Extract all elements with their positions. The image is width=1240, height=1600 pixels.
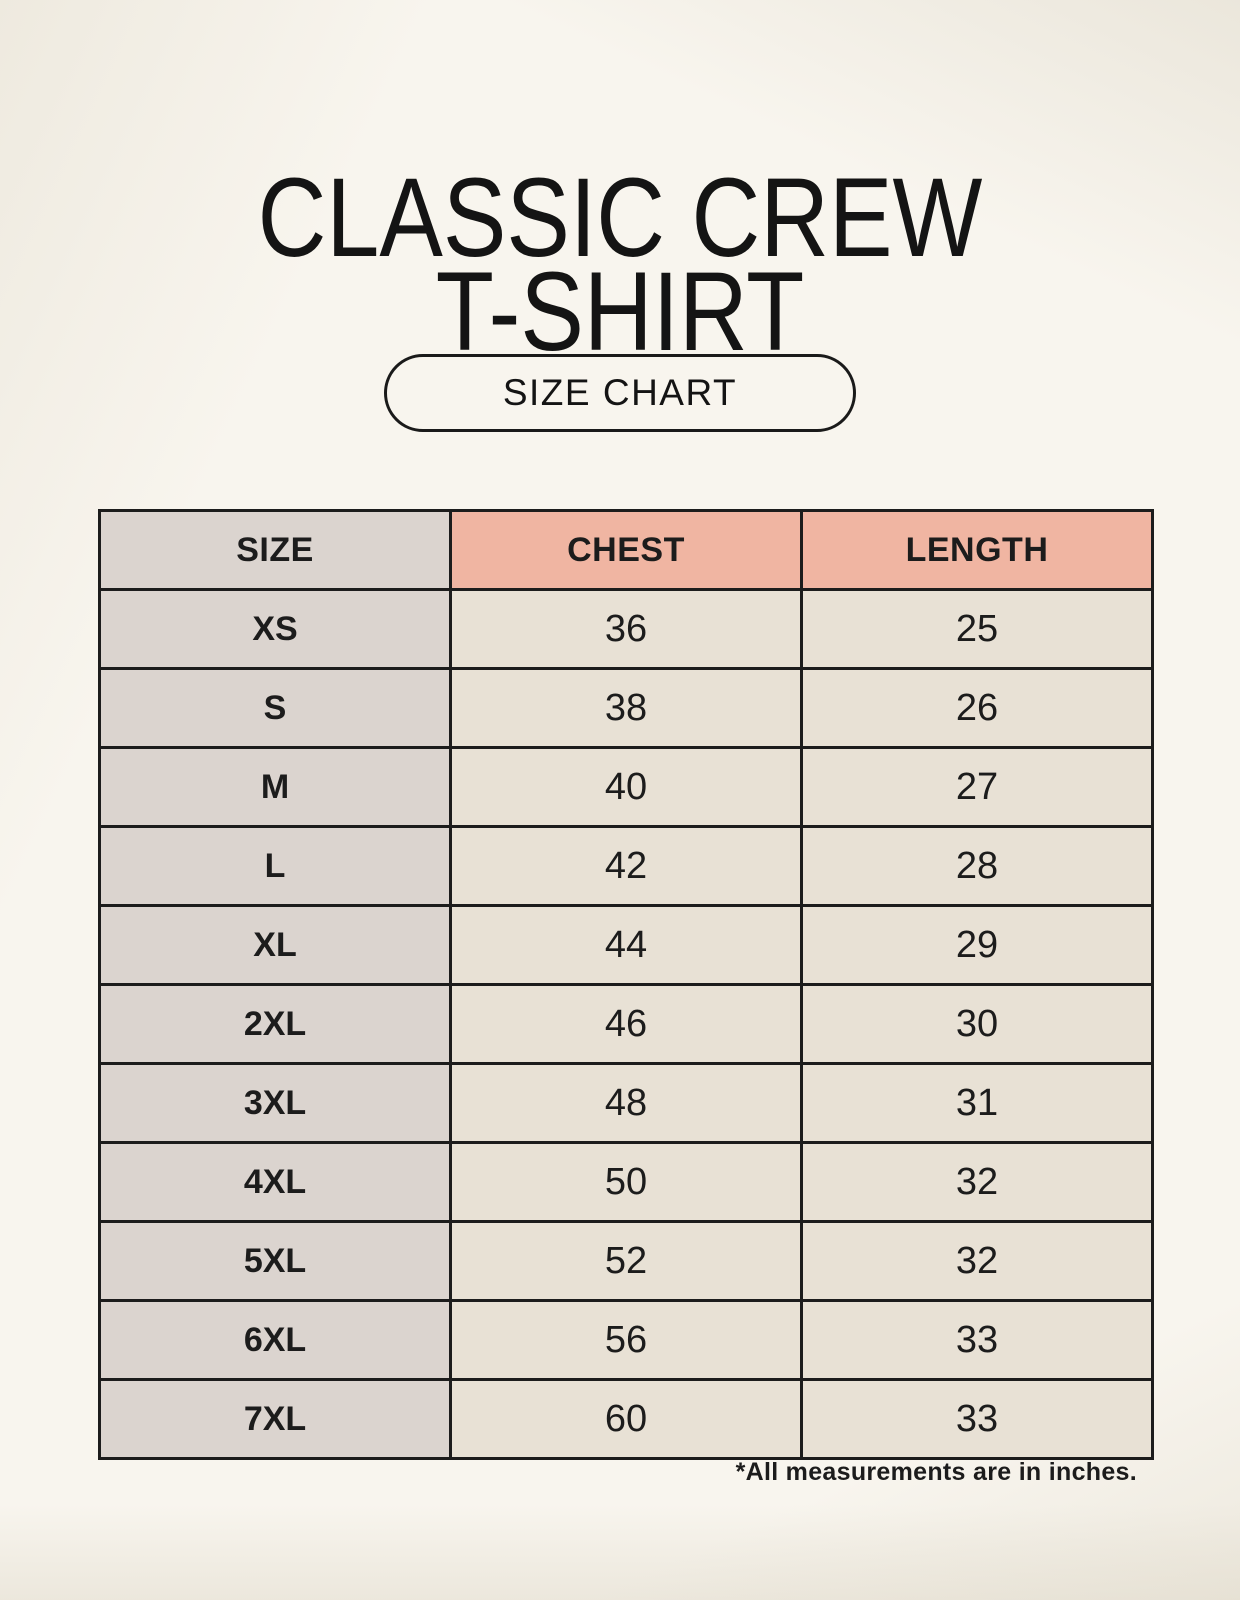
size-cell: M <box>98 746 452 828</box>
size-cell: 5XL <box>98 1220 452 1302</box>
length-cell: 25 <box>800 588 1154 670</box>
table-row: XS 36 25 <box>98 588 1154 670</box>
size-cell: 2XL <box>98 983 452 1065</box>
length-cell: 26 <box>800 667 1154 749</box>
title-line-2: T-SHIRT <box>435 249 805 375</box>
size-cell: 6XL <box>98 1299 452 1381</box>
chest-cell: 56 <box>449 1299 803 1381</box>
table-row: 6XL 56 33 <box>98 1299 1154 1381</box>
size-cell: 3XL <box>98 1062 452 1144</box>
chest-cell: 36 <box>449 588 803 670</box>
table-row: 7XL 60 33 <box>98 1378 1154 1460</box>
page-title: CLASSIC CREW T-SHIRT <box>93 162 1147 368</box>
size-table-body: XS 36 25 S 38 26 M 40 27 L 42 28 XL 44 2… <box>98 588 1154 1460</box>
size-table-header: SIZE CHEST LENGTH <box>98 509 1154 591</box>
size-chart-table-container: SIZE CHEST LENGTH XS 36 25 S 38 26 M 40 … <box>98 509 1154 1460</box>
length-cell: 31 <box>800 1062 1154 1144</box>
length-cell: 32 <box>800 1141 1154 1223</box>
table-row: 4XL 50 32 <box>98 1141 1154 1223</box>
size-cell: S <box>98 667 452 749</box>
length-cell: 33 <box>800 1299 1154 1381</box>
chest-cell: 48 <box>449 1062 803 1144</box>
size-chart-button[interactable]: SIZE CHART <box>384 354 856 432</box>
chest-cell: 60 <box>449 1378 803 1460</box>
chest-cell: 46 <box>449 983 803 1065</box>
chest-cell: 38 <box>449 667 803 749</box>
table-row: XL 44 29 <box>98 904 1154 986</box>
column-header-chest: CHEST <box>449 509 803 591</box>
column-header-size: SIZE <box>98 509 452 591</box>
chest-cell: 52 <box>449 1220 803 1302</box>
size-cell: 4XL <box>98 1141 452 1223</box>
size-cell: 7XL <box>98 1378 452 1460</box>
title-line-1: CLASSIC CREW <box>257 155 983 281</box>
table-row: 5XL 52 32 <box>98 1220 1154 1302</box>
length-cell: 29 <box>800 904 1154 986</box>
footnote: *All measurements are in inches. <box>735 1458 1137 1486</box>
length-cell: 32 <box>800 1220 1154 1302</box>
length-cell: 27 <box>800 746 1154 828</box>
length-cell: 30 <box>800 983 1154 1065</box>
table-row: 3XL 48 31 <box>98 1062 1154 1144</box>
size-cell: L <box>98 825 452 907</box>
chest-cell: 40 <box>449 746 803 828</box>
size-chart-button-label: SIZE CHART <box>502 372 738 413</box>
chest-cell: 50 <box>449 1141 803 1223</box>
size-chart-table: SIZE CHEST LENGTH XS 36 25 S 38 26 M 40 … <box>98 509 1154 1460</box>
length-cell: 28 <box>800 825 1154 907</box>
size-cell: XS <box>98 588 452 670</box>
size-cell: XL <box>98 904 452 986</box>
chest-cell: 44 <box>449 904 803 986</box>
table-row: 2XL 46 30 <box>98 983 1154 1065</box>
header-row: SIZE CHEST LENGTH <box>98 509 1154 591</box>
table-row: M 40 27 <box>98 746 1154 828</box>
table-row: L 42 28 <box>98 825 1154 907</box>
column-header-length: LENGTH <box>800 509 1154 591</box>
length-cell: 33 <box>800 1378 1154 1460</box>
table-row: S 38 26 <box>98 667 1154 749</box>
chest-cell: 42 <box>449 825 803 907</box>
